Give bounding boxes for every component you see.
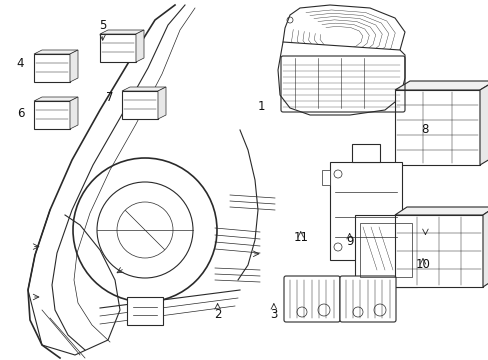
Text: 1: 1 bbox=[257, 100, 265, 113]
Polygon shape bbox=[394, 207, 488, 215]
Polygon shape bbox=[158, 87, 165, 119]
Polygon shape bbox=[34, 97, 78, 101]
Polygon shape bbox=[122, 87, 165, 91]
Text: 5: 5 bbox=[99, 19, 106, 32]
FancyBboxPatch shape bbox=[284, 276, 339, 322]
Text: 8: 8 bbox=[421, 123, 428, 136]
Polygon shape bbox=[70, 50, 78, 82]
Bar bbox=[359, 223, 411, 277]
Text: 3: 3 bbox=[269, 309, 277, 321]
Text: 10: 10 bbox=[415, 258, 429, 271]
Bar bbox=[329, 162, 401, 260]
Bar bbox=[127, 297, 163, 325]
Bar bbox=[34, 54, 70, 82]
Polygon shape bbox=[283, 5, 404, 70]
Polygon shape bbox=[278, 42, 404, 115]
Polygon shape bbox=[394, 81, 488, 90]
Polygon shape bbox=[100, 30, 143, 34]
Bar bbox=[354, 215, 416, 287]
Text: 4: 4 bbox=[17, 57, 24, 69]
Bar bbox=[34, 101, 70, 129]
Bar bbox=[394, 90, 479, 165]
Polygon shape bbox=[479, 81, 488, 165]
Bar bbox=[100, 34, 136, 62]
Polygon shape bbox=[482, 207, 488, 287]
Text: 9: 9 bbox=[345, 235, 353, 248]
Bar bbox=[394, 215, 482, 287]
FancyBboxPatch shape bbox=[339, 276, 395, 322]
Polygon shape bbox=[136, 30, 143, 62]
Polygon shape bbox=[70, 97, 78, 129]
Bar bbox=[351, 144, 379, 162]
Text: 7: 7 bbox=[106, 91, 114, 104]
Polygon shape bbox=[34, 50, 78, 54]
Text: 11: 11 bbox=[293, 231, 307, 244]
Bar bbox=[321, 170, 329, 185]
Text: 2: 2 bbox=[213, 309, 221, 321]
Bar bbox=[122, 91, 158, 119]
Text: 6: 6 bbox=[17, 107, 24, 120]
